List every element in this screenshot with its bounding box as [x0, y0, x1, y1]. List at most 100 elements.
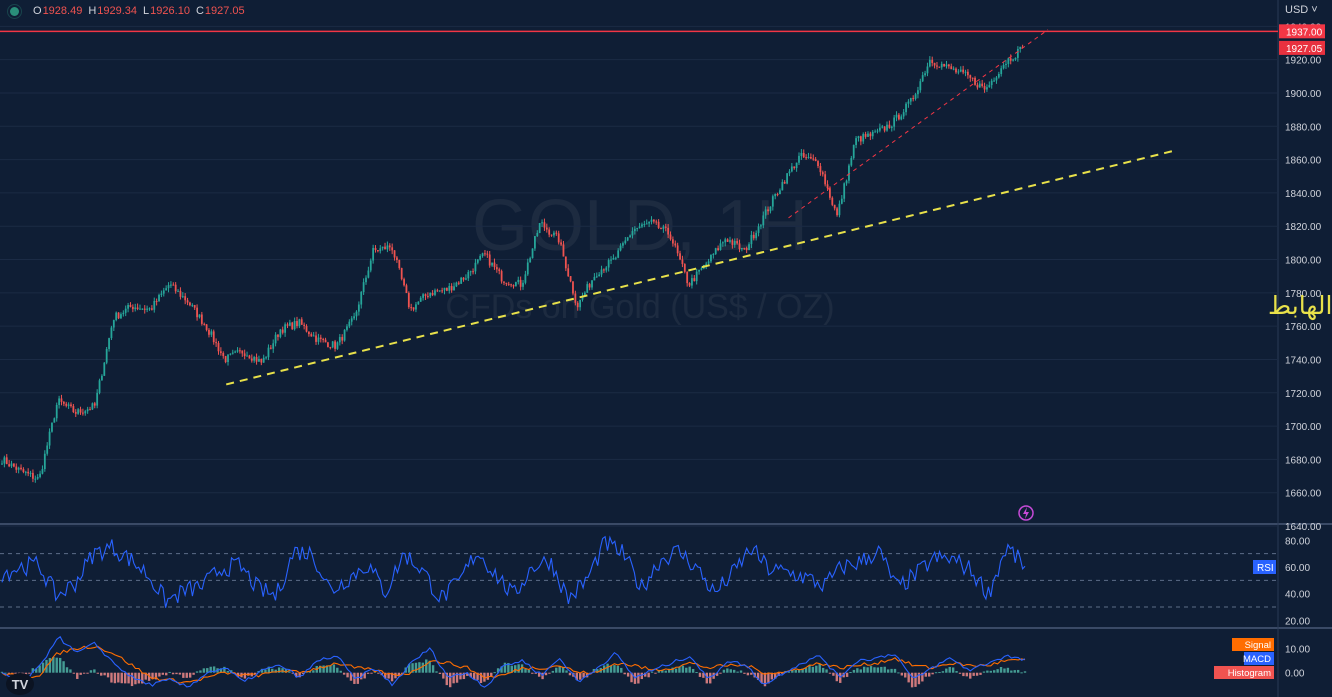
candle: [53, 417, 56, 423]
candle: [969, 74, 972, 82]
macd-histogram-bar: [890, 668, 893, 673]
candle: [919, 78, 922, 93]
macd-histogram-bar: [72, 672, 76, 674]
macd-histogram-bar: [1020, 672, 1023, 674]
candle: [686, 271, 689, 287]
candle: [553, 230, 555, 238]
candle-body: [150, 308, 153, 310]
macd-histogram-bar: [702, 672, 705, 678]
candle: [36, 474, 39, 480]
macd-histogram-bar: [510, 665, 513, 673]
candle: [148, 307, 151, 311]
candle: [217, 341, 220, 355]
candle-body: [455, 282, 458, 287]
candle: [412, 307, 415, 312]
macd-histogram-bar: [873, 667, 876, 673]
candle: [662, 224, 665, 233]
candle-body: [405, 285, 408, 294]
candle: [893, 114, 896, 131]
candle: [812, 154, 815, 161]
candle: [691, 274, 693, 289]
candle-body: [200, 314, 203, 324]
candle: [1009, 54, 1012, 65]
macd-histogram-bar: [250, 672, 253, 677]
y-tick-label: 1640.00: [1285, 522, 1322, 533]
macd-histogram: [0, 656, 1027, 688]
candle-body: [193, 305, 196, 308]
candle: [926, 62, 929, 77]
macd-histogram-bar: [808, 665, 811, 673]
candle-body: [657, 221, 660, 228]
candle: [541, 219, 543, 228]
candle: [241, 350, 244, 357]
candle: [740, 247, 743, 252]
candle-body: [338, 337, 341, 343]
candle-body: [10, 463, 13, 467]
candle-body: [1, 463, 3, 465]
candle-body: [177, 290, 179, 292]
macd-histogram-bar: [866, 667, 869, 673]
ohlc-legend: O1928.49 H1929.34 L1926.10 C1927.05: [10, 5, 245, 17]
macd-histogram-bar: [185, 672, 188, 678]
currency-selector[interactable]: USD ˅: [1285, 4, 1318, 16]
candle-body: [29, 472, 32, 474]
candle: [531, 248, 534, 259]
market-status-icon[interactable]: [10, 6, 19, 16]
candle: [255, 353, 258, 365]
candle-body: [324, 339, 327, 343]
rsi-value-label: RSI: [1257, 563, 1274, 574]
candle: [181, 292, 184, 299]
macd-histogram-bar: [849, 672, 852, 674]
candle-body: [524, 274, 527, 283]
candle-body: [717, 248, 719, 251]
candle-body: [388, 245, 391, 248]
macd-histogram-bar: [1010, 670, 1013, 673]
y-tick-label: 1860.00: [1285, 156, 1322, 167]
candle-body: [967, 71, 969, 76]
candle: [721, 241, 724, 247]
macd-histogram-bar: [835, 672, 839, 682]
candle-body: [62, 401, 65, 404]
candle-body: [983, 86, 986, 90]
macd-histogram-bar: [490, 672, 493, 677]
y-tick-label: 1920.00: [1285, 56, 1322, 67]
macd-histogram-bar: [271, 668, 274, 673]
candle: [605, 266, 608, 273]
macd-histogram-bar: [531, 672, 534, 674]
candle: [755, 230, 758, 241]
candle-body: [871, 131, 874, 137]
candle-body: [174, 284, 177, 292]
candle-body: [522, 282, 524, 287]
candle-body: [131, 306, 134, 310]
macd-histogram-bar: [503, 662, 507, 673]
candle-body: [443, 287, 446, 291]
tradingview-logo-icon[interactable]: TV: [6, 673, 34, 695]
macd-histogram-bar: [41, 662, 45, 673]
candle-body: [583, 292, 586, 297]
candle-body: [912, 98, 915, 100]
candle: [798, 152, 800, 165]
candle-body: [971, 77, 974, 79]
macd-histogram-bar: [141, 672, 144, 684]
candle-body: [945, 64, 948, 67]
candle-body: [962, 69, 965, 73]
macd-histogram-bar: [726, 668, 729, 673]
candle: [767, 206, 769, 215]
candle-body: [576, 302, 579, 308]
macd-histogram-bar: [797, 669, 801, 673]
macd-histogram-bar: [763, 672, 767, 687]
candle: [591, 280, 593, 290]
candle-body: [917, 90, 919, 95]
rsi-tick-label: 20.00: [1285, 616, 1310, 627]
candle-body: [291, 322, 294, 330]
candle-body: [139, 308, 141, 310]
candle-body: [260, 358, 263, 363]
candle: [46, 442, 49, 456]
candle: [795, 162, 798, 172]
candle-body: [417, 301, 420, 305]
candle: [995, 76, 998, 84]
candle-body: [748, 244, 750, 251]
macd-histogram-bar: [325, 665, 329, 673]
